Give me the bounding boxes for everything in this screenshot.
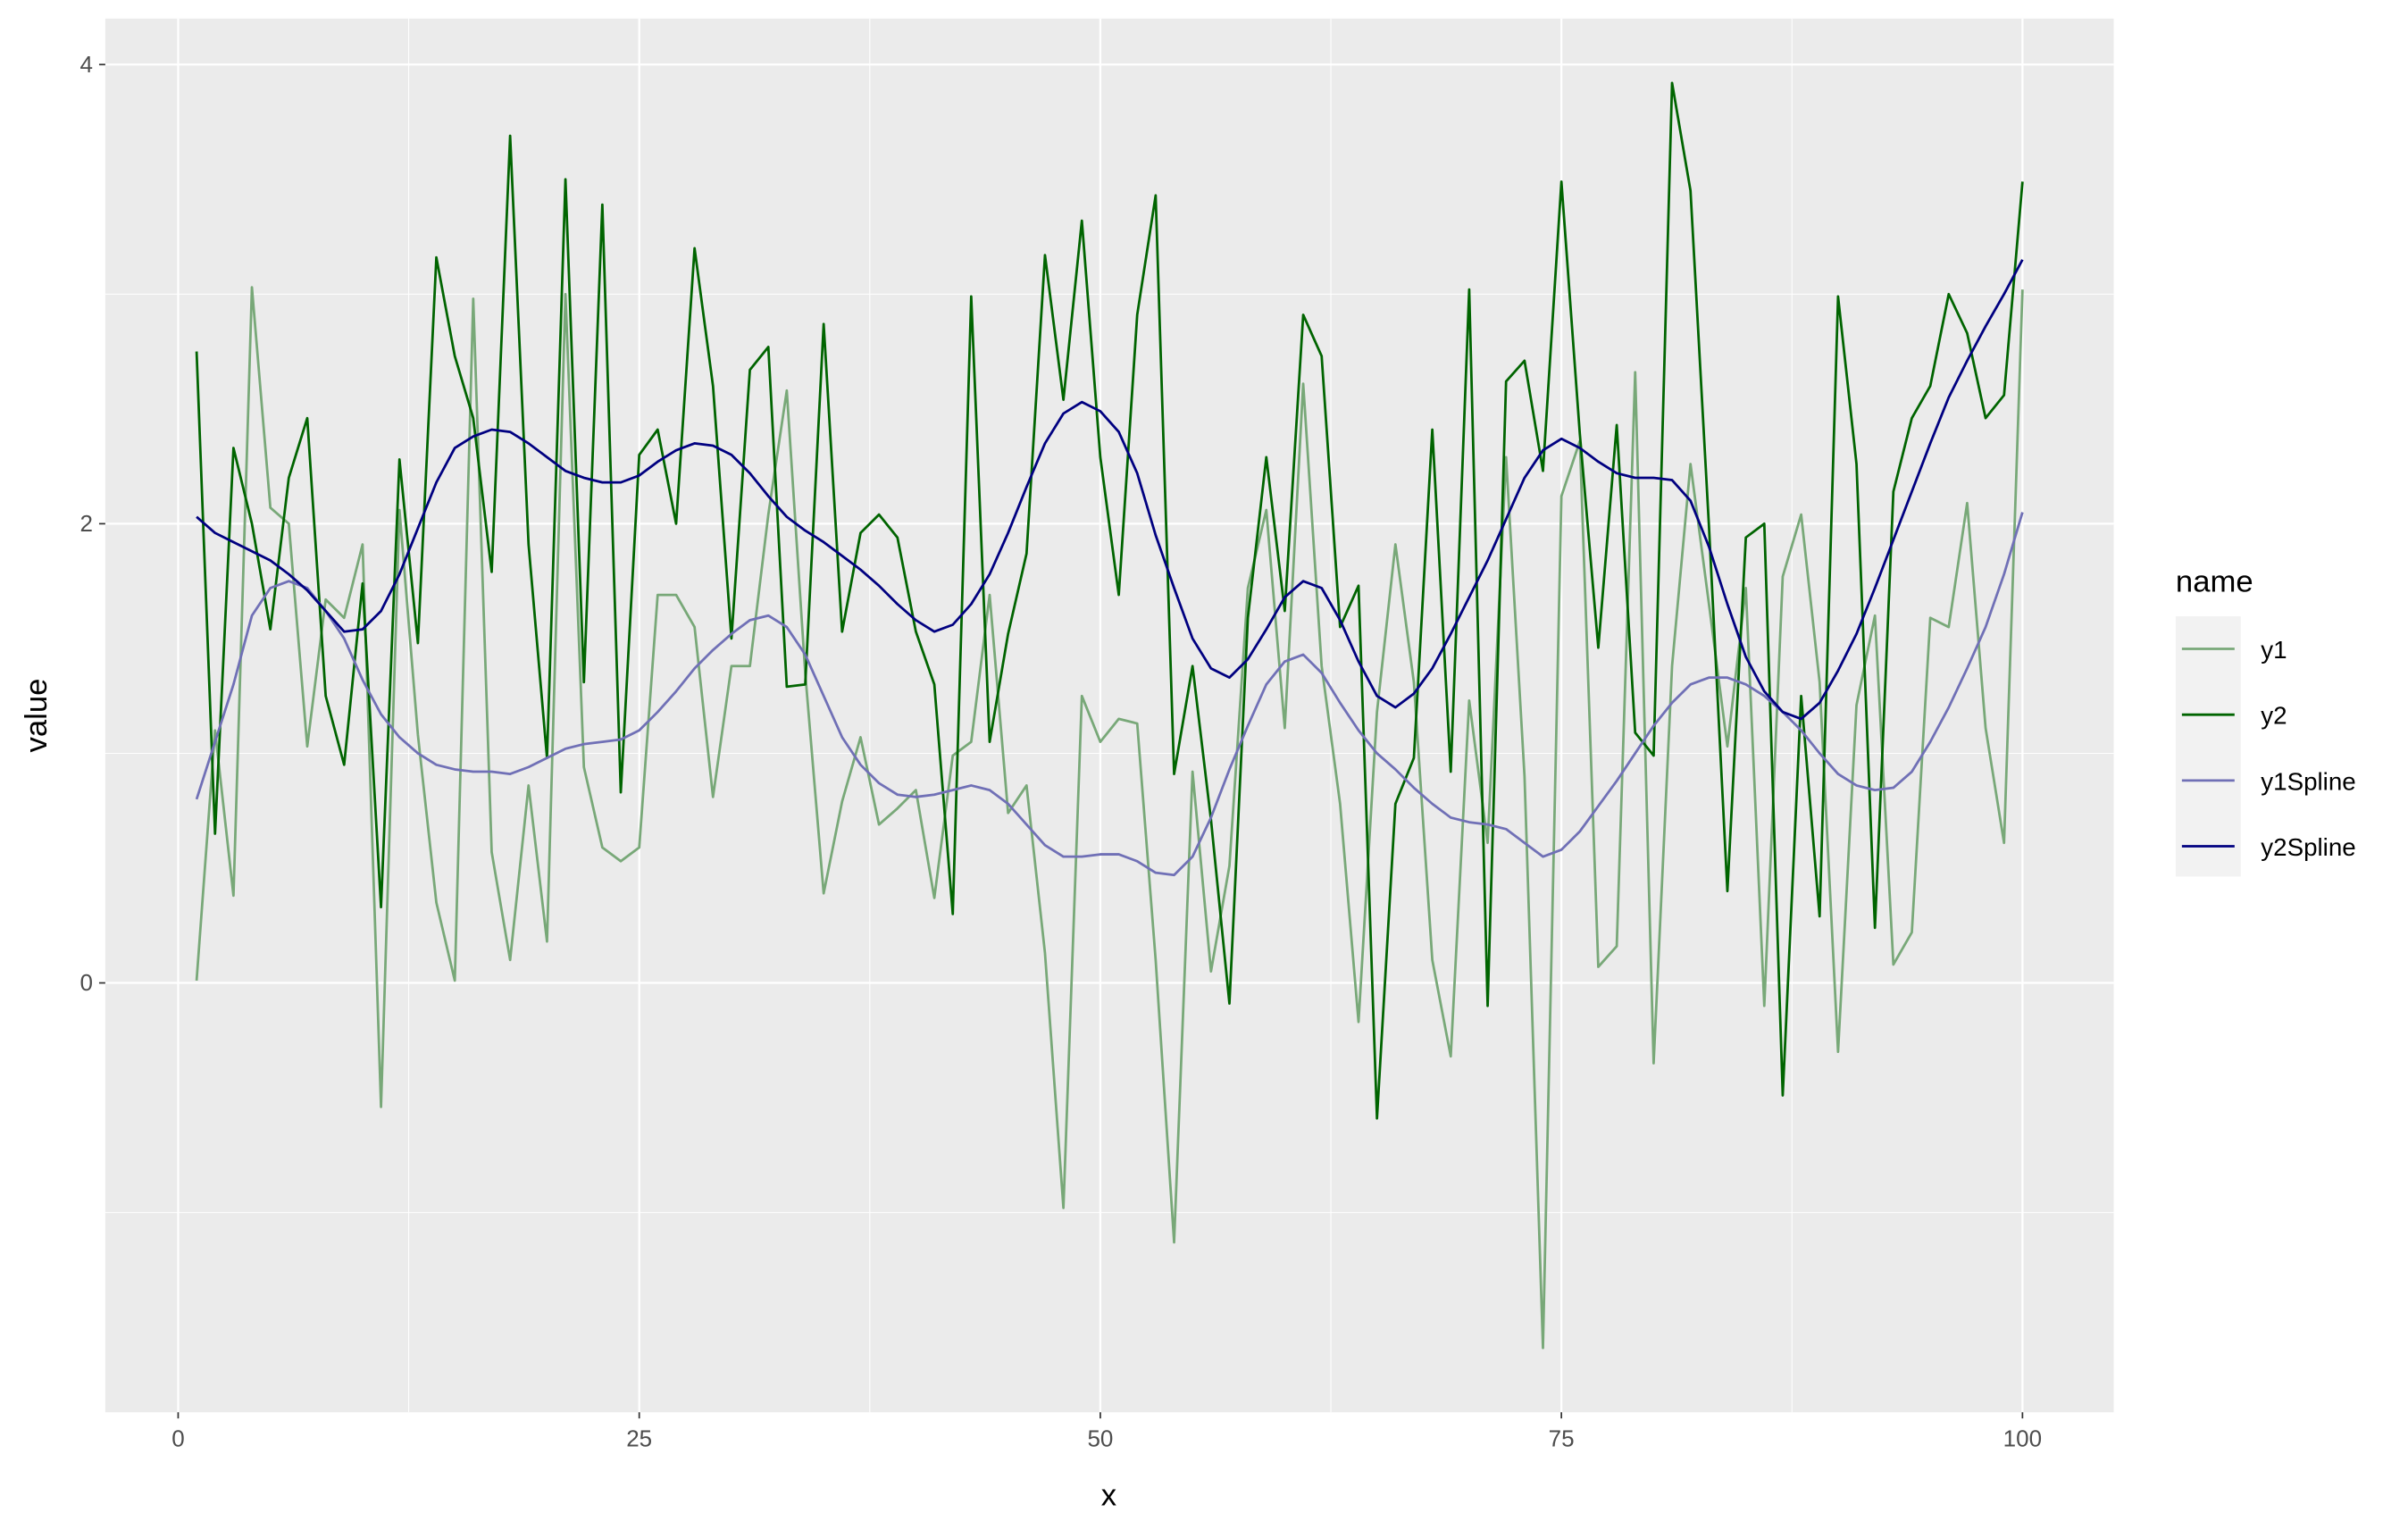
x-tick-label: 50 xyxy=(1087,1425,1113,1451)
lines xyxy=(195,81,2024,1350)
legend-key-background xyxy=(2175,616,2241,877)
axes: 0 25 50 75 100 0 2 4 xyxy=(80,51,2043,1451)
series-line xyxy=(195,512,2024,877)
legend-label: y1 xyxy=(2261,636,2287,664)
y-tick-label: 0 xyxy=(80,969,93,996)
series-line xyxy=(195,286,2024,1350)
legend-label: y1Spline xyxy=(2261,767,2355,795)
series-line xyxy=(196,259,2024,721)
y-tick-label: 4 xyxy=(80,51,93,78)
x-axis-title: x xyxy=(1101,1478,1116,1512)
legend: name y1 y2 y1Spline y2Spline xyxy=(2175,564,2356,877)
legend-title: name xyxy=(2176,564,2253,598)
x-tick-label: 25 xyxy=(626,1425,652,1451)
x-tick-label: 75 xyxy=(1549,1425,1575,1451)
x-tick-label: 100 xyxy=(2003,1425,2042,1451)
y-axis-title: value xyxy=(20,679,54,753)
y-tick-label: 2 xyxy=(80,510,93,537)
series-line xyxy=(195,81,2024,1120)
x-tick-label: 0 xyxy=(171,1425,184,1451)
panel xyxy=(105,18,2114,1413)
legend-label: y2Spline xyxy=(2261,833,2355,861)
legend-label: y2 xyxy=(2261,702,2287,730)
